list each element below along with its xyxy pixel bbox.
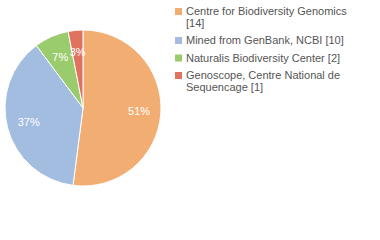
pie-slice	[73, 30, 161, 186]
legend-label: Mined from GenBank, NCBI [10]	[186, 34, 344, 46]
chart-container: 51% 37% 7%3% Centre for Biodiversity Genomi…	[0, 0, 380, 240]
legend: Centre for Biodiversity Genomics[14] Mine…	[175, 5, 347, 93]
legend-swatch	[175, 72, 182, 79]
pie-slice	[68, 30, 83, 108]
data-label: 37%	[18, 116, 40, 128]
data-label: 51%	[128, 105, 150, 117]
legend-label: Genoscope, Centre National deSequencage …	[186, 69, 340, 93]
data-label: 3%	[70, 46, 86, 58]
data-labels: 51% 37% 7%3%	[18, 46, 151, 128]
legend-swatch	[175, 8, 182, 15]
pie	[5, 30, 161, 186]
legend-swatch	[175, 55, 182, 62]
legend-label: Centre for Biodiversity Genomics[14]	[186, 5, 347, 29]
legend-swatch	[175, 37, 182, 44]
chart-svg: 51% 37% 7%3% Centre for Biodiversity Genomi…	[0, 0, 380, 240]
data-label: 7%	[52, 50, 68, 62]
legend-label: Naturalis Biodiversity Center [2]	[186, 52, 340, 64]
